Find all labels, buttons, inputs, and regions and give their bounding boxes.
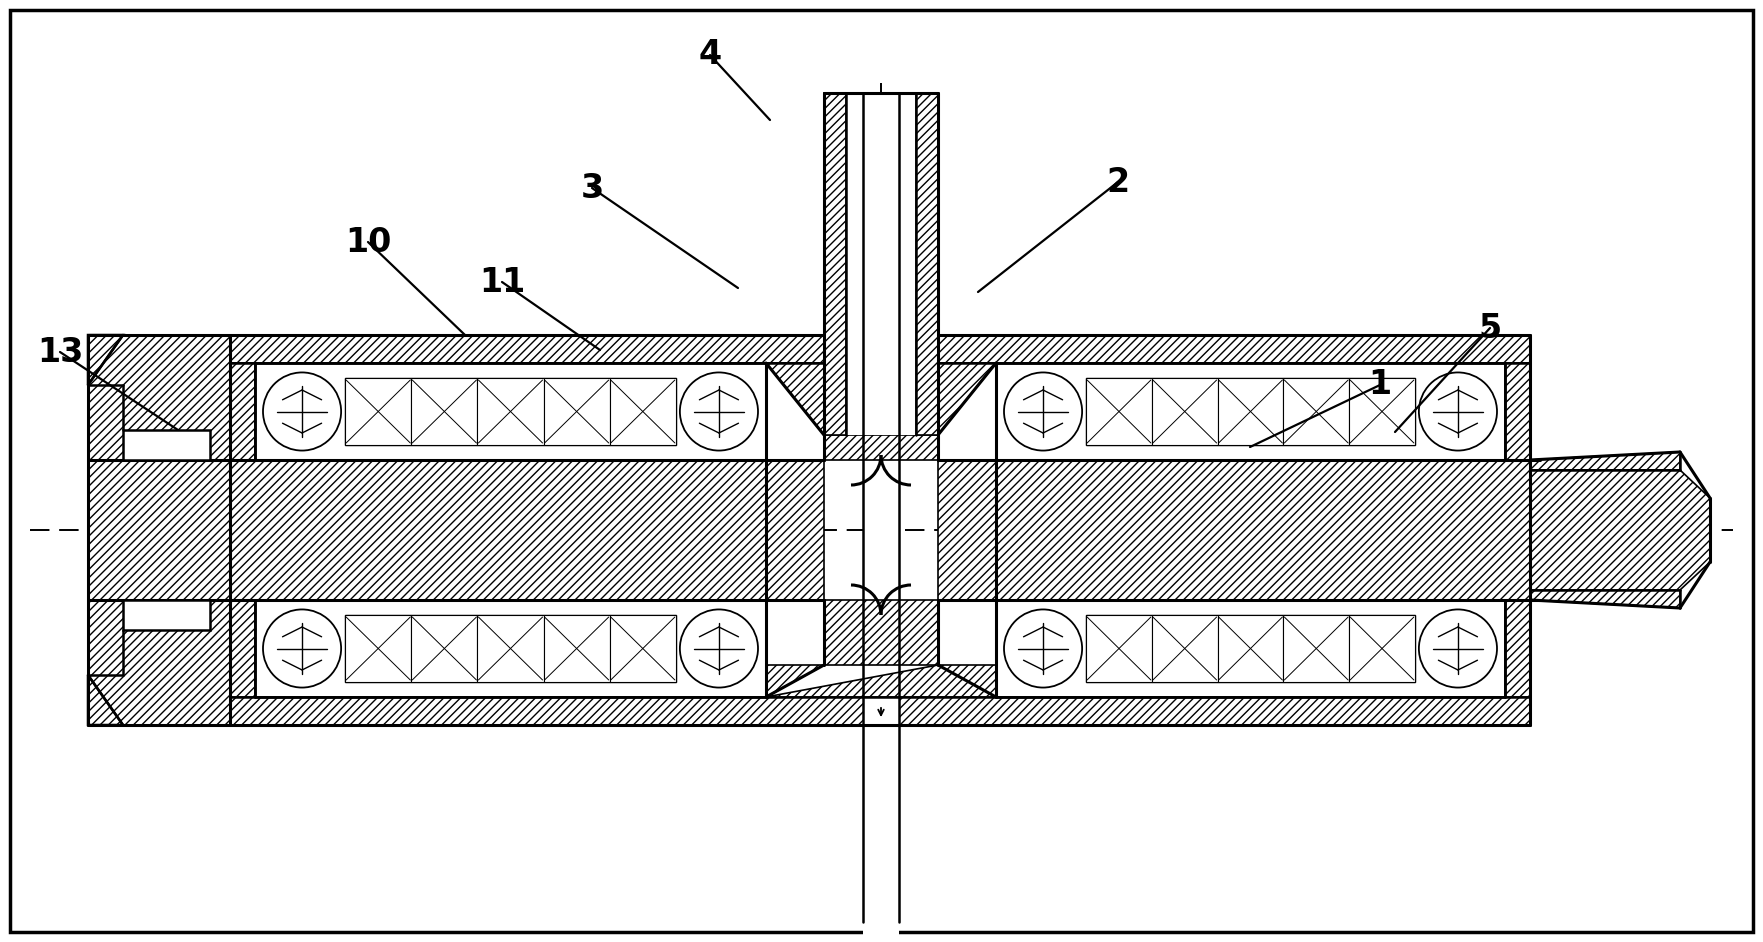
Bar [1349,615,1416,682]
Bar [1283,378,1349,445]
Polygon shape [229,335,1530,363]
Text: 10: 10 [346,225,391,258]
Bar [846,93,917,435]
Polygon shape [1530,590,1680,608]
Bar [1086,378,1416,445]
Polygon shape [938,460,1541,600]
Circle shape [263,609,340,688]
Polygon shape [88,335,123,385]
Bar [1218,615,1283,682]
Polygon shape [1506,600,1530,697]
Polygon shape [88,600,229,725]
Polygon shape [765,665,996,697]
Bar [411,378,478,445]
Bar [1218,378,1283,445]
Polygon shape [1530,470,1710,590]
Polygon shape [123,430,210,460]
Polygon shape [88,335,229,460]
Bar [1349,378,1416,445]
Bar [610,615,675,682]
Polygon shape [1530,452,1680,470]
Bar [543,615,610,682]
Bar [346,615,675,682]
Bar [1151,378,1218,445]
Polygon shape [229,363,256,460]
Polygon shape [765,363,996,435]
Polygon shape [765,665,823,697]
Bar [346,378,411,445]
Bar [346,615,411,682]
Bar [1283,615,1349,682]
Polygon shape [88,675,123,725]
Circle shape [263,372,340,450]
Circle shape [1419,372,1497,450]
Bar [610,378,675,445]
Polygon shape [823,600,938,665]
Bar [478,615,543,682]
Polygon shape [229,600,256,697]
Polygon shape [229,697,1530,725]
Text: 5: 5 [1479,312,1502,345]
Bar [1086,378,1151,445]
Bar [1151,615,1218,682]
Circle shape [681,609,758,688]
Polygon shape [823,435,938,460]
Text: 2: 2 [1107,166,1130,199]
Bar [1086,615,1151,682]
Circle shape [681,372,758,450]
Bar [411,615,478,682]
Text: 1: 1 [1368,368,1391,401]
Text: 4: 4 [698,39,721,72]
Polygon shape [123,600,210,630]
Circle shape [1419,609,1497,688]
Text: 11: 11 [480,266,525,299]
Polygon shape [1506,363,1530,460]
Circle shape [1003,372,1082,450]
Bar [478,378,543,445]
Polygon shape [88,460,823,600]
Polygon shape [917,93,938,435]
Bar [543,378,610,445]
Bar [1086,615,1416,682]
Bar [346,378,675,445]
Polygon shape [823,93,846,435]
Text: 3: 3 [580,171,603,204]
Circle shape [1003,609,1082,688]
Bar [864,93,899,942]
Text: 13: 13 [37,335,83,368]
